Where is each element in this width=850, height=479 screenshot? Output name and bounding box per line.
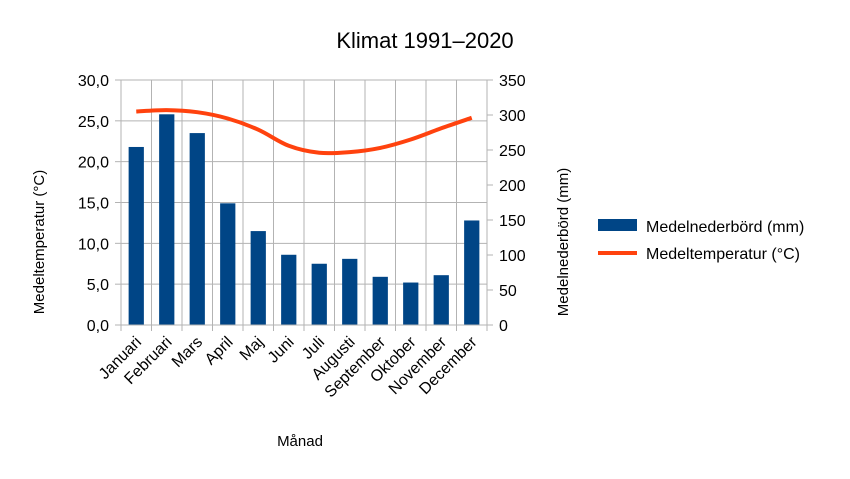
left-tick-label: 25,0 [78,114,109,131]
bar [250,231,266,325]
right-tick-label: 200 [499,178,526,195]
legend-bar-label: Medelnederbörd (mm) [646,219,804,236]
x-tick-label: Mars [169,334,206,371]
bar [281,254,297,325]
right-axis-ticks: 0 50 100 150 200 250 300 350 [499,73,526,335]
x-tick-label: Maj [237,334,267,364]
left-tick-label: 10,0 [78,236,109,253]
left-axis-ticks: 0,0 5,0 10,0 15,0 20,0 25,0 30,0 [78,73,109,335]
bar [159,114,175,325]
temperature-line [136,108,473,156]
bar-series [128,114,480,325]
right-tick-label: 0 [499,318,508,335]
chart-title: Klimat 1991–2020 [336,28,513,53]
bar [403,282,419,325]
bar [433,275,449,325]
right-tick-label: 350 [499,73,526,90]
left-tick-label: 30,0 [78,73,109,90]
left-tick-label: 20,0 [78,155,109,172]
x-axis-label: Månad [277,433,323,450]
right-tick-label: 100 [499,248,526,265]
bar [342,258,358,325]
right-tick-label: 50 [499,283,517,300]
left-tick-label: 5,0 [87,277,109,294]
bar [464,220,480,325]
bar [220,203,236,325]
bar [128,146,144,325]
bar [311,263,327,325]
right-axis-label: Medelnederbörd (mm) [555,168,572,316]
x-tick-label: Juni [265,334,298,367]
legend-line-label: Medeltemperatur (°C) [646,246,800,263]
right-tick-label: 300 [499,108,526,125]
x-tick-label: April [202,334,237,369]
left-tick-label: 0,0 [87,318,109,335]
bar [372,276,388,325]
right-tick-label: 150 [499,213,526,230]
right-tick-label: 250 [499,143,526,160]
legend: Medelnederbörd (mm) Medeltemperatur (°C) [598,219,804,263]
left-tick-label: 15,0 [78,196,109,213]
bar [189,133,205,325]
left-axis-label: Medeltemperatur (°C) [31,170,48,314]
legend-bar-swatch [598,219,637,231]
line-series [136,108,473,156]
